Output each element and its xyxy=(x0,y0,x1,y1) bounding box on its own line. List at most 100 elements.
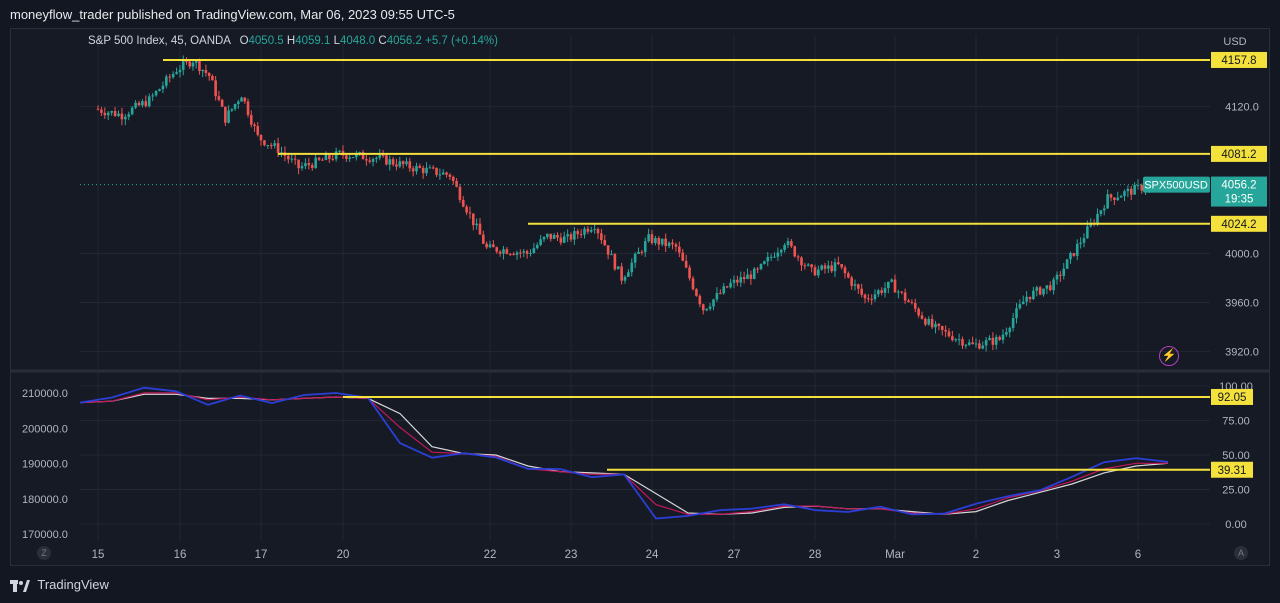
candle-body xyxy=(512,253,515,255)
candle-body xyxy=(310,165,314,168)
candle-body xyxy=(961,339,964,346)
candle-body xyxy=(198,60,201,72)
candle-body xyxy=(1018,304,1022,309)
candle-body xyxy=(1133,184,1136,195)
osc-left-tick-label: 210000.0 xyxy=(22,388,68,400)
candle-body xyxy=(766,257,770,262)
candle-body xyxy=(739,277,743,283)
candle-body xyxy=(525,251,529,254)
candle-body xyxy=(307,163,311,166)
candle-body xyxy=(1005,332,1008,335)
candle-body xyxy=(411,168,415,172)
zoom-corner-icon[interactable]: Z xyxy=(37,546,51,560)
publish-header: moneyflow_trader published on TradingVie… xyxy=(0,0,1280,28)
candle-body xyxy=(637,251,640,254)
candle-body xyxy=(1059,274,1062,276)
candle-body xyxy=(178,69,182,73)
open-label: O xyxy=(239,35,249,47)
candle-body xyxy=(830,265,833,272)
last-price-tag xyxy=(1211,176,1267,207)
price-tick-label: 3960.0 xyxy=(1225,298,1259,310)
countdown-label: 19:35 xyxy=(1225,194,1254,206)
axis-ticks: 15 16 17 20 22 23 24 27 28 Mar 2 3 6USD4120.04000.03… xyxy=(22,36,1259,561)
candle-body xyxy=(375,157,378,160)
candle-body xyxy=(1048,285,1052,291)
candle-body xyxy=(640,251,644,253)
candle-body xyxy=(695,289,698,296)
candle-body xyxy=(573,231,576,240)
lightning-icon[interactable]: ⚡ xyxy=(1159,346,1179,366)
candle-body xyxy=(529,253,532,255)
candle-body xyxy=(1113,197,1116,201)
candle-body xyxy=(957,339,961,341)
symbol-title: S&P 500 Index, 45, OANDA xyxy=(88,35,231,47)
candle-body xyxy=(843,267,847,274)
candle-body xyxy=(468,212,472,214)
candle-body xyxy=(365,159,368,161)
candle-body xyxy=(100,109,103,113)
candle-body xyxy=(120,113,124,120)
candle-body xyxy=(1055,274,1059,280)
candle-body xyxy=(478,223,482,235)
level-tag xyxy=(1211,215,1267,232)
candle-body xyxy=(338,150,341,152)
candle-body xyxy=(280,152,283,154)
candle-body xyxy=(217,96,221,100)
candle-body xyxy=(1025,296,1028,302)
candle-body xyxy=(944,329,947,332)
candle-body xyxy=(127,114,131,117)
candle-body xyxy=(701,304,705,311)
candle-body xyxy=(224,106,227,123)
candle-body xyxy=(725,286,729,288)
candle-body xyxy=(684,260,688,268)
candle-body xyxy=(654,238,657,244)
candle-body xyxy=(435,167,438,175)
candle-body xyxy=(833,262,837,272)
candle-body xyxy=(562,236,566,243)
candle-body xyxy=(508,253,512,255)
candle-body xyxy=(576,231,580,235)
candle-body xyxy=(495,247,499,252)
candle-body xyxy=(1129,188,1133,195)
osc-tick-label: 75.00 xyxy=(1222,416,1250,428)
candle-body xyxy=(188,61,192,67)
time-tick-label: 6 xyxy=(1135,549,1141,561)
candle-body xyxy=(796,256,800,258)
candle-body xyxy=(405,161,408,165)
candle-body xyxy=(1136,184,1140,186)
candle-body xyxy=(269,145,273,147)
candle-body xyxy=(647,234,650,242)
time-tick-label: 24 xyxy=(646,549,659,561)
osc-left-tick-label: 180000.0 xyxy=(22,494,68,506)
candle-body xyxy=(351,157,355,159)
price-tags: 4157.8 4081.2 4024.2 92.05 39.31 SPX500USD 405… xyxy=(1143,51,1267,478)
candle-body xyxy=(220,99,224,107)
level-lines xyxy=(80,58,1210,471)
candle-body xyxy=(698,295,702,305)
tradingview-footer[interactable]: TradingView xyxy=(10,577,109,592)
candle-body xyxy=(1015,308,1018,319)
candle-body xyxy=(613,254,617,270)
candle-body xyxy=(328,154,331,159)
candle-body xyxy=(903,292,907,301)
candle-body xyxy=(1116,197,1120,201)
chart-frame xyxy=(10,28,1270,566)
candle-body xyxy=(1065,259,1069,269)
high-value: 4059.1 xyxy=(295,35,331,47)
candle-body xyxy=(691,278,695,290)
candle-body xyxy=(847,273,850,278)
candle-body xyxy=(1140,184,1144,191)
candle-body xyxy=(867,298,870,300)
candle-body xyxy=(556,234,559,238)
candle-body xyxy=(981,345,985,349)
candle-body xyxy=(786,241,790,245)
auto-scale-corner-icon[interactable]: A xyxy=(1234,546,1248,560)
candle-body xyxy=(951,336,954,341)
candle-body xyxy=(391,159,395,165)
candle-body xyxy=(542,236,546,240)
symbol-tag-label: SPX500USD xyxy=(1144,180,1208,192)
candle-body xyxy=(742,277,746,280)
candle-body xyxy=(488,244,492,248)
candle-body xyxy=(441,172,445,175)
